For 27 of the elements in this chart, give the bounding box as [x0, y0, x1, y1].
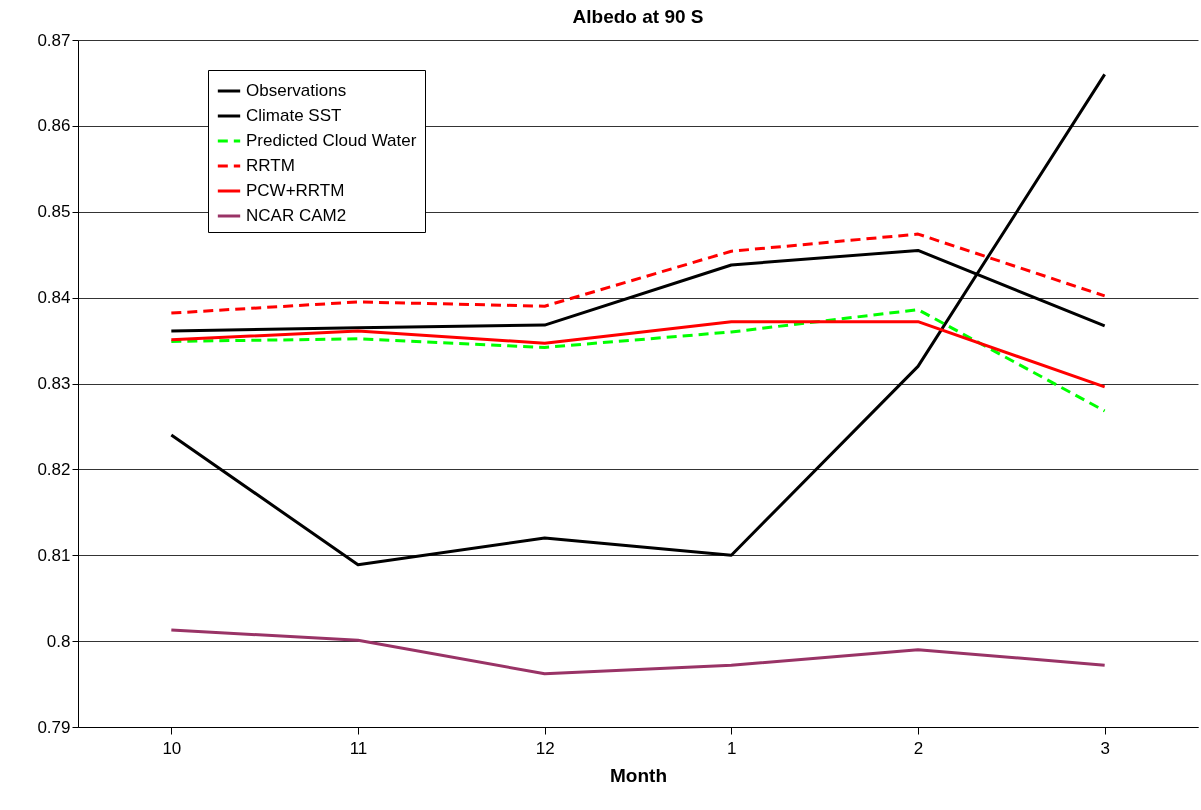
- x-tick-label: 10: [162, 738, 182, 758]
- y-tick-label: 0.87: [37, 30, 71, 50]
- x-tick-label: 11: [349, 738, 368, 758]
- x-tick-label: 12: [535, 738, 555, 758]
- y-tick-label: 0.84: [37, 288, 71, 308]
- legend-label: NCAR CAM2: [246, 206, 347, 225]
- legend-label: Predicted Cloud Water: [246, 131, 417, 150]
- y-tick-label: 0.86: [37, 116, 71, 136]
- line-series: [169, 320, 1107, 389]
- x-tick-label: 2: [913, 738, 924, 758]
- chart-title: Albedo at 90 S: [572, 6, 704, 27]
- legend-label: PCW+RRTM: [246, 181, 345, 200]
- y-tick-label: 0.83: [37, 374, 71, 393]
- x-tick-label: 1: [727, 738, 737, 758]
- y-tick-label: 0.8: [46, 631, 71, 651]
- line-series: [169, 308, 1107, 413]
- x-tick-label: 3: [1100, 738, 1110, 758]
- y-tick-label: 0.79: [37, 717, 71, 737]
- line-series: [169, 232, 1107, 315]
- y-tick-label: 0.81: [37, 545, 71, 565]
- x-axis-title: Month: [610, 764, 667, 786]
- legend-label: RRTM: [246, 156, 295, 175]
- y-tick-label: 0.85: [37, 202, 71, 222]
- line-series: [169, 628, 1107, 676]
- y-tick-label: 0.82: [37, 459, 71, 479]
- legend-label: Observations: [246, 81, 347, 100]
- legend-label: Climate SST: [246, 106, 342, 125]
